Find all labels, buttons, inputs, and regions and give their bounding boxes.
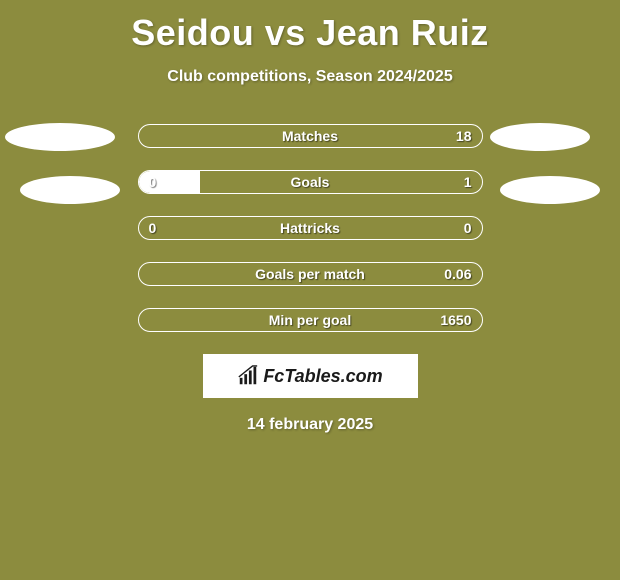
- stat-row-goals: 0 Goals 1: [138, 170, 483, 194]
- stat-value-left: 0: [149, 174, 157, 190]
- stat-row-hattricks: 0 Hattricks 0: [138, 216, 483, 240]
- decorative-ellipse-top-right: [490, 123, 590, 151]
- page-title: Seidou vs Jean Ruiz: [0, 0, 620, 54]
- stat-value-right: 0.06: [444, 266, 471, 282]
- stat-value-right: 1: [464, 174, 472, 190]
- logo-text: FcTables.com: [263, 366, 382, 387]
- stat-row-goals-per-match: Goals per match 0.06: [138, 262, 483, 286]
- date-text: 14 february 2025: [0, 416, 620, 434]
- stat-label: Hattricks: [280, 220, 340, 236]
- stat-row-min-per-goal: Min per goal 1650: [138, 308, 483, 332]
- bar-chart-icon: [237, 365, 259, 387]
- subtitle: Club competitions, Season 2024/2025: [0, 68, 620, 86]
- stat-label: Matches: [282, 128, 338, 144]
- stat-value-right: 0: [464, 220, 472, 236]
- stat-row-matches: Matches 18: [138, 124, 483, 148]
- logo-box[interactable]: FcTables.com: [203, 354, 418, 398]
- stat-value-right: 1650: [440, 312, 471, 328]
- stat-value-right: 18: [456, 128, 472, 144]
- stat-value-left: 0: [149, 220, 157, 236]
- decorative-ellipse-bottom-right: [500, 176, 600, 204]
- stat-label: Goals: [291, 174, 330, 190]
- decorative-ellipse-top-left: [5, 123, 115, 151]
- stat-label: Min per goal: [269, 312, 351, 328]
- decorative-ellipse-bottom-left: [20, 176, 120, 204]
- stats-container: Matches 18 0 Goals 1 0 Hattricks 0 Goals…: [138, 124, 483, 332]
- stat-label: Goals per match: [255, 266, 365, 282]
